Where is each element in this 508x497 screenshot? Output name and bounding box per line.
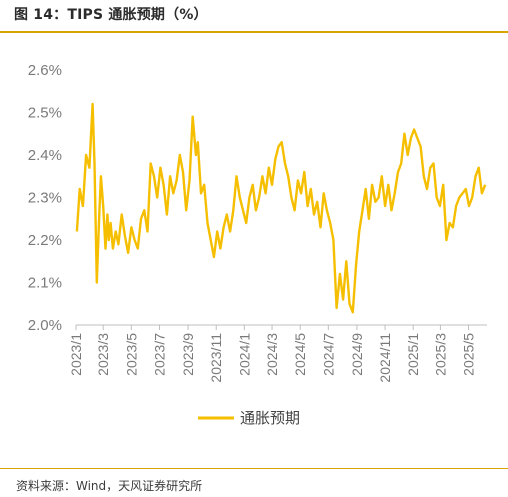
x-tick-label: 2024/7 <box>320 333 336 376</box>
x-tick-label: 2023/3 <box>95 333 111 376</box>
chart: 2.0%2.1%2.2%2.3%2.4%2.5%2.6% 2023/1 2023/… <box>28 62 487 427</box>
x-tick-label: 2024/11 <box>377 333 393 383</box>
x-tick-label: 2023/11 <box>208 333 224 383</box>
y-tick-label: 2.4% <box>28 147 62 164</box>
x-tick-label: 2024/9 <box>349 333 365 376</box>
x-tick-label: 2023/5 <box>123 333 139 376</box>
x-tick-label: 2024/1 <box>236 333 252 376</box>
y-tick-label: 2.5% <box>28 105 62 122</box>
figure-title: 图 14：TIPS 通胀预期（%） <box>14 7 208 23</box>
x-tick-label: 2023/7 <box>151 333 167 376</box>
legend-label: 通胀预期 <box>240 409 300 427</box>
x-tick-label: 2023/1 <box>68 333 84 376</box>
plot-area <box>75 102 487 314</box>
title-rule <box>0 31 508 33</box>
x-tick-label: 2024/5 <box>292 333 308 376</box>
x-tick-label: 2025/3 <box>432 333 448 376</box>
y-tick-label: 2.1% <box>28 275 62 292</box>
x-axis: 2023/1 2023/3 2023/5 2023/7 2023/9 2023/11 202… <box>68 324 487 383</box>
y-tick-label: 2.0% <box>28 317 62 334</box>
legend: 通胀预期 <box>198 409 300 427</box>
y-axis: 2.0% 2.1% 2.2% 2.3% 2.4% 2.5% 2.6% <box>28 62 62 334</box>
source-note: 资料来源：Wind，天风证券研究所 <box>16 479 203 493</box>
x-tick-label: 2025/1 <box>405 333 421 376</box>
x-tick-label: 2024/3 <box>264 333 280 376</box>
y-tick-label: 2.3% <box>28 190 62 207</box>
y-tick-label: 2.6% <box>28 62 62 79</box>
series-line-0 <box>75 102 487 314</box>
x-tick-label: 2025/5 <box>461 333 477 376</box>
x-tick-label: 2023/9 <box>180 333 196 376</box>
y-tick-label: 2.2% <box>28 232 62 249</box>
source-rule <box>0 468 508 469</box>
